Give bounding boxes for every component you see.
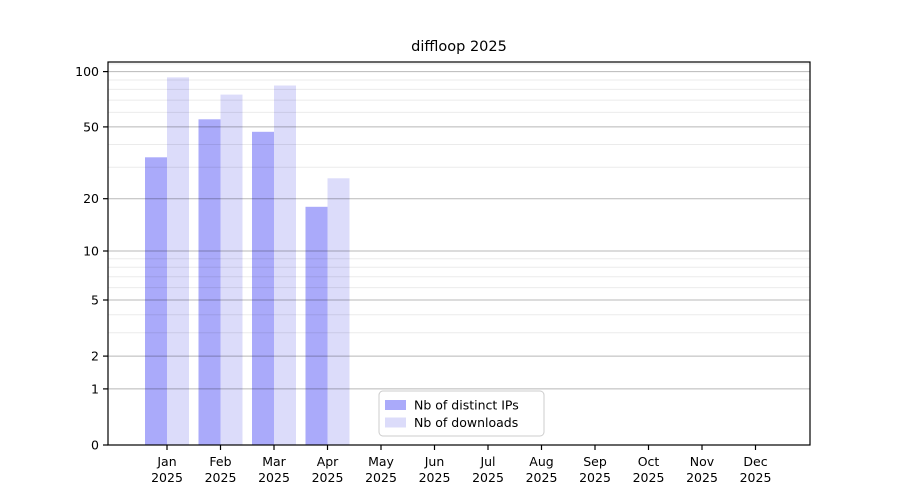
tick-labels-layer: 0125102050100Jan2025Feb2025Mar2025Apr202…	[75, 64, 771, 485]
x-tick-label-year: 2025	[205, 470, 237, 485]
bar-jan-distinct-ips	[145, 157, 167, 446]
plot-frame	[107, 61, 811, 446]
y-tick-label: 10	[83, 244, 99, 259]
y-tick-label: 1	[91, 381, 99, 396]
x-tick-label-month: Mar	[262, 454, 286, 469]
x-tick-label-month: Feb	[209, 454, 231, 469]
x-tick-label-month: Jul	[479, 454, 495, 469]
bar-apr-downloads	[327, 178, 350, 446]
y-tick-label: 100	[75, 64, 99, 79]
x-tick-label-year: 2025	[740, 470, 772, 485]
bar-mar-downloads	[274, 85, 296, 445]
x-tick-label-month: Dec	[743, 454, 767, 469]
x-tick-label-month: Oct	[638, 454, 660, 469]
x-tick-label-month: Jun	[424, 454, 445, 469]
bar-feb-downloads	[220, 94, 243, 445]
y-tick-label: 0	[91, 438, 99, 453]
x-tick-label-month: Sep	[583, 454, 607, 469]
x-tick-label-year: 2025	[472, 470, 504, 485]
x-tick-label-year: 2025	[312, 470, 344, 485]
chart-title: diffloop 2025	[411, 39, 507, 55]
y-tick-label: 2	[91, 349, 99, 364]
x-tick-label-year: 2025	[365, 470, 397, 485]
bar-apr-distinct-ips	[305, 206, 328, 445]
x-tick-label-year: 2025	[258, 470, 290, 485]
x-tick-label-month: Aug	[529, 454, 553, 469]
grid-layer	[108, 63, 810, 390]
y-tick-label: 20	[83, 191, 99, 206]
x-tick-label-month: Nov	[690, 454, 715, 469]
x-tick-label-year: 2025	[526, 470, 558, 485]
axes-layer	[103, 61, 811, 450]
x-tick-label-month: Jan	[156, 454, 176, 469]
x-tick-label-year: 2025	[633, 470, 665, 485]
bar-feb-distinct-ips	[198, 119, 221, 446]
legend: Nb of distinct IPs Nb of downloads	[378, 390, 545, 437]
bars-layer	[145, 77, 350, 446]
legend-box	[378, 390, 545, 437]
y-tick-label: 5	[91, 293, 99, 308]
legend-swatch-downloads	[385, 417, 406, 428]
bar-mar-distinct-ips	[252, 131, 274, 446]
x-tick-label-month: May	[368, 454, 394, 469]
legend-label-downloads: Nb of downloads	[414, 415, 518, 430]
x-tick-label-year: 2025	[579, 470, 611, 485]
x-tick-label-year: 2025	[419, 470, 451, 485]
x-tick-label-year: 2025	[151, 470, 183, 485]
x-tick-label-year: 2025	[686, 470, 718, 485]
legend-swatch-distinct-ips	[385, 400, 406, 410]
bar-jan-downloads	[167, 77, 189, 446]
x-tick-label-month: Apr	[317, 454, 339, 469]
legend-label-distinct-ips: Nb of distinct IPs	[414, 398, 519, 413]
y-tick-label: 50	[83, 119, 99, 134]
